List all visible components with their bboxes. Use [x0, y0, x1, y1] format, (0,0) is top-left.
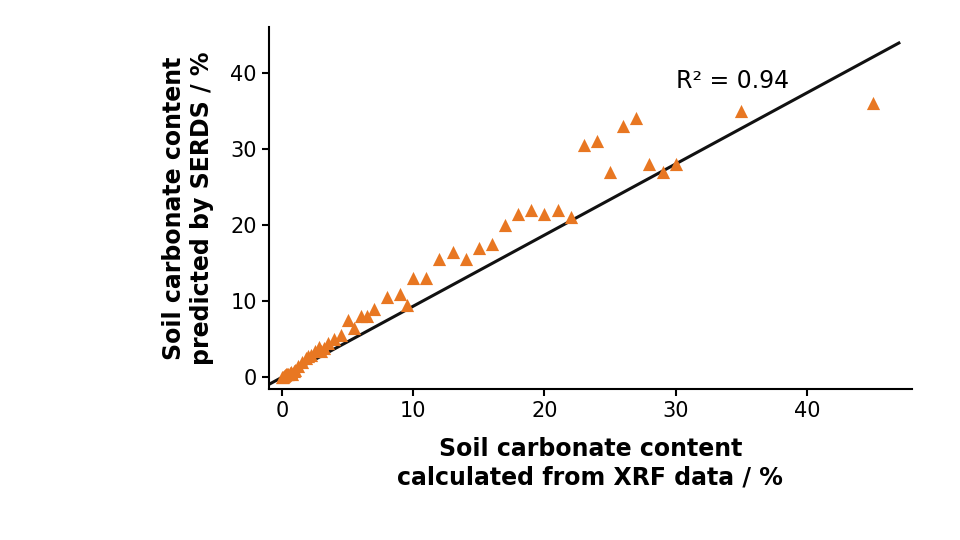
Point [316, 344, 331, 353]
Point [283, 368, 299, 376]
Point [511, 210, 526, 218]
Point [399, 301, 415, 309]
Text: R² = 0.94: R² = 0.94 [676, 69, 789, 93]
Point [281, 369, 297, 378]
Point [276, 372, 292, 380]
Point [458, 255, 473, 264]
Point [347, 323, 362, 332]
X-axis label: Soil carbonate content
calculated from XRF data / %: Soil carbonate content calculated from X… [397, 437, 783, 489]
Point [484, 240, 499, 248]
Point [321, 339, 336, 347]
Point [311, 342, 326, 351]
Point [298, 354, 313, 363]
Point [314, 346, 329, 355]
Point [615, 122, 631, 130]
Point [629, 114, 644, 123]
Point [393, 289, 408, 298]
Point [326, 335, 342, 343]
Point [307, 346, 323, 355]
Point [550, 206, 565, 214]
Point [279, 369, 295, 378]
Point [563, 213, 578, 222]
Point [444, 247, 460, 256]
Point [353, 312, 369, 321]
Point [642, 160, 658, 168]
Point [497, 221, 513, 230]
Point [523, 206, 539, 214]
Point [340, 316, 355, 325]
Point [405, 274, 420, 282]
Point [668, 160, 684, 168]
Point [865, 99, 880, 107]
Point [333, 331, 348, 340]
Point [294, 358, 309, 367]
Point [287, 366, 302, 374]
Point [360, 312, 375, 321]
Point [471, 244, 487, 252]
Point [290, 362, 305, 370]
Point [655, 167, 670, 176]
Point [432, 255, 447, 264]
Point [276, 372, 291, 381]
Point [537, 210, 552, 218]
Point [278, 370, 294, 379]
Point [603, 167, 618, 176]
Point [379, 293, 395, 302]
Point [300, 352, 316, 360]
Point [366, 305, 381, 313]
Point [285, 369, 300, 378]
Point [733, 106, 749, 115]
Point [276, 371, 292, 380]
Point [419, 274, 434, 282]
Point [589, 137, 605, 146]
Point [303, 350, 319, 359]
Point [275, 373, 290, 382]
Point [282, 368, 298, 377]
Y-axis label: Soil carbonate content
predicted by SERDS / %: Soil carbonate content predicted by SERD… [162, 51, 214, 365]
Point [576, 141, 591, 150]
Point [286, 367, 301, 376]
